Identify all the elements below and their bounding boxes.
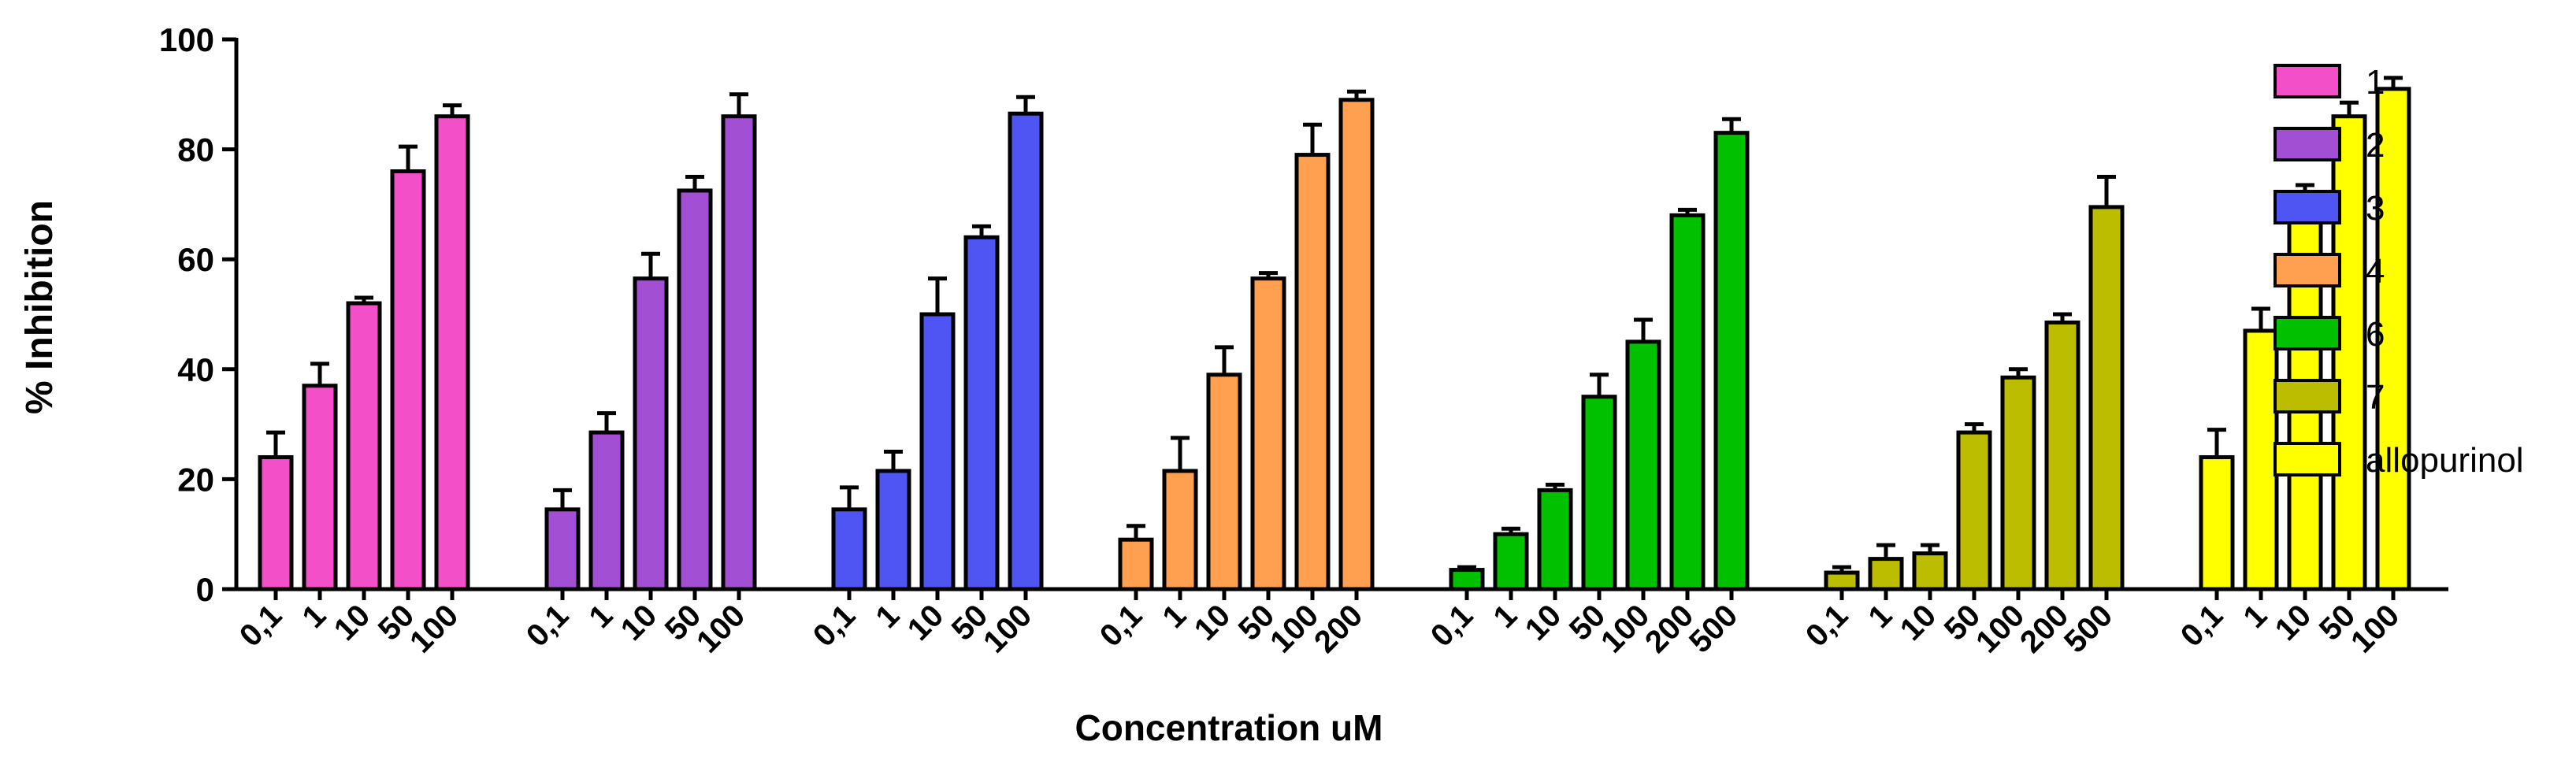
bar [1581,395,1617,591]
bar [346,301,382,591]
bar [258,454,294,591]
x-tick-label: 1 [296,598,333,635]
legend-label: 7 [2366,378,2385,417]
bar [1118,537,1154,591]
bar [919,312,956,591]
x-tick-label: 0,1 [807,598,862,653]
legend-label: 4 [2366,252,2385,291]
x-tick-label: 100 [977,598,1038,659]
bar [390,169,426,591]
legend-swatch [2273,379,2341,413]
x-tick-label: 1 [2237,598,2274,635]
x-tick-label: 0,1 [233,598,288,653]
x-tick-label: 10 [901,598,951,647]
bar [1206,373,1242,591]
bar [588,430,625,591]
bar [2243,328,2279,591]
legend-label: 3 [2366,189,2385,228]
y-axis-label: % Inhibition [19,200,61,414]
x-tick-label: 500 [2058,598,2119,659]
bar [1824,570,1860,591]
bar [544,507,581,591]
bar [1956,430,1992,591]
x-tick-label: 100 [690,598,752,659]
bar [875,469,911,591]
x-tick-label: 0,1 [1093,598,1149,653]
bar [1449,568,1485,591]
bar [1713,131,1750,591]
x-tick-label: 10 [1188,598,1238,647]
y-tick-label: 80 [177,132,214,169]
x-tick-label: 0,1 [1424,598,1479,653]
x-tick-label: 10 [614,598,664,647]
y-axis: 0 20 40 60 80 100 [159,21,239,608]
legend-swatch [2273,127,2341,161]
legend-swatch [2273,442,2341,476]
bar [1162,469,1198,591]
bar [2199,454,2235,591]
bar [1008,111,1044,591]
y-tick-label: 0 [196,571,214,608]
bar [1912,551,1948,591]
legend-swatch [2273,190,2341,224]
legend: 1 2 3 4 6 7 allopurinol [2273,63,2524,480]
legend-label: 1 [2366,63,2385,102]
bar [434,114,470,591]
bar [831,507,867,591]
bar [302,384,338,591]
bar [1294,153,1331,591]
bar [2331,114,2367,591]
bar [2000,375,2036,591]
x-tick-label: 100 [2344,598,2406,659]
x-tick-label: 1 [1156,598,1193,635]
x-tick-label: 0,1 [1799,598,1854,653]
x-tick-label: 1 [583,598,620,635]
x-tick-label: 10 [328,598,377,647]
legend-swatch [2273,64,2341,98]
bar [1868,557,1904,591]
bar [1250,276,1286,591]
x-axis-label: Concentration uM [1075,707,1383,748]
y-tick-label: 60 [177,241,214,278]
bar [721,114,757,591]
x-tick-label: 200 [1308,598,1369,659]
bar [2375,87,2411,591]
y-tick-label: 40 [177,351,214,388]
legend-label: 6 [2366,315,2385,354]
x-tick-label: 0,1 [520,598,575,653]
y-tick-label: 20 [177,461,214,498]
bar [1537,488,1573,591]
bar [2088,205,2125,591]
x-tick-label: 1 [870,598,907,635]
x-tick-label: 1 [1487,598,1524,635]
legend-swatch [2273,316,2341,350]
bar [1338,98,1375,591]
legend-swatch [2273,253,2341,287]
bar [963,235,1000,591]
bar [633,276,669,591]
x-tick-label: 10 [2269,598,2318,647]
x-tick-label: 10 [1519,598,1568,647]
bar [2044,320,2080,591]
y-tick-label: 100 [159,21,214,58]
plot-area [258,76,2411,591]
x-tick-label: 1 [1862,598,1899,635]
x-tick-label: 10 [1894,598,1943,647]
x-tick-label: 100 [403,598,465,659]
x-tick-label: 0,1 [2174,598,2229,653]
bar [1493,532,1529,591]
bar [677,188,713,591]
legend-label: 2 [2366,126,2385,165]
bar [1625,339,1661,591]
x-tick-label: 500 [1683,598,1744,659]
bar [1669,213,1706,591]
legend-label: allopurinol [2366,441,2524,480]
